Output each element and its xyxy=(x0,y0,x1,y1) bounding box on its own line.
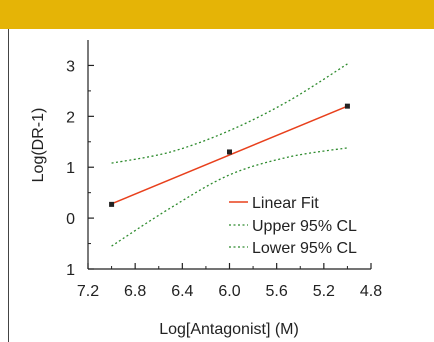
x-tick-label: 6.0 xyxy=(218,283,240,300)
x-tick-label: 7.2 xyxy=(77,283,99,300)
x-tick-label: 4.8 xyxy=(360,283,382,300)
data-points xyxy=(109,103,350,207)
series-line-linear-fit xyxy=(111,105,348,205)
left-border-rule xyxy=(8,29,9,342)
y-axis-label: Log(DR-1) xyxy=(30,108,47,183)
x-tick-label: 5.2 xyxy=(313,283,335,300)
y-tick-label: 0 xyxy=(66,211,75,228)
data-point xyxy=(227,149,232,155)
data-point xyxy=(344,103,350,109)
header-band xyxy=(0,0,434,29)
legend-label: Lower 95% CL xyxy=(252,240,357,257)
y-tick-label: 1 xyxy=(66,160,75,177)
legend-label: Linear Fit xyxy=(252,195,319,212)
y-tick-label: 1 xyxy=(66,262,75,279)
y-tick-label: 3 xyxy=(66,58,75,75)
x-tick-label: 6.8 xyxy=(124,283,146,300)
legend-label: Upper 95% CL xyxy=(252,218,357,235)
axes: 1 0 1 2 3 7.2 6.8 6.4 6.0 5.6 5.2 4.8 xyxy=(66,40,382,300)
data-point xyxy=(109,201,115,207)
series-line-upper-95-cl xyxy=(111,63,348,164)
x-tick-label: 6.4 xyxy=(171,283,193,300)
legend: Linear Fit Upper 95% CL Lower 95% CL xyxy=(229,195,357,257)
x-tick-label: 5.6 xyxy=(266,283,288,300)
series-lines xyxy=(111,63,348,247)
y-tick-label: 2 xyxy=(66,109,75,126)
x-axis-label: Log[Antagonist] (M) xyxy=(159,321,299,338)
